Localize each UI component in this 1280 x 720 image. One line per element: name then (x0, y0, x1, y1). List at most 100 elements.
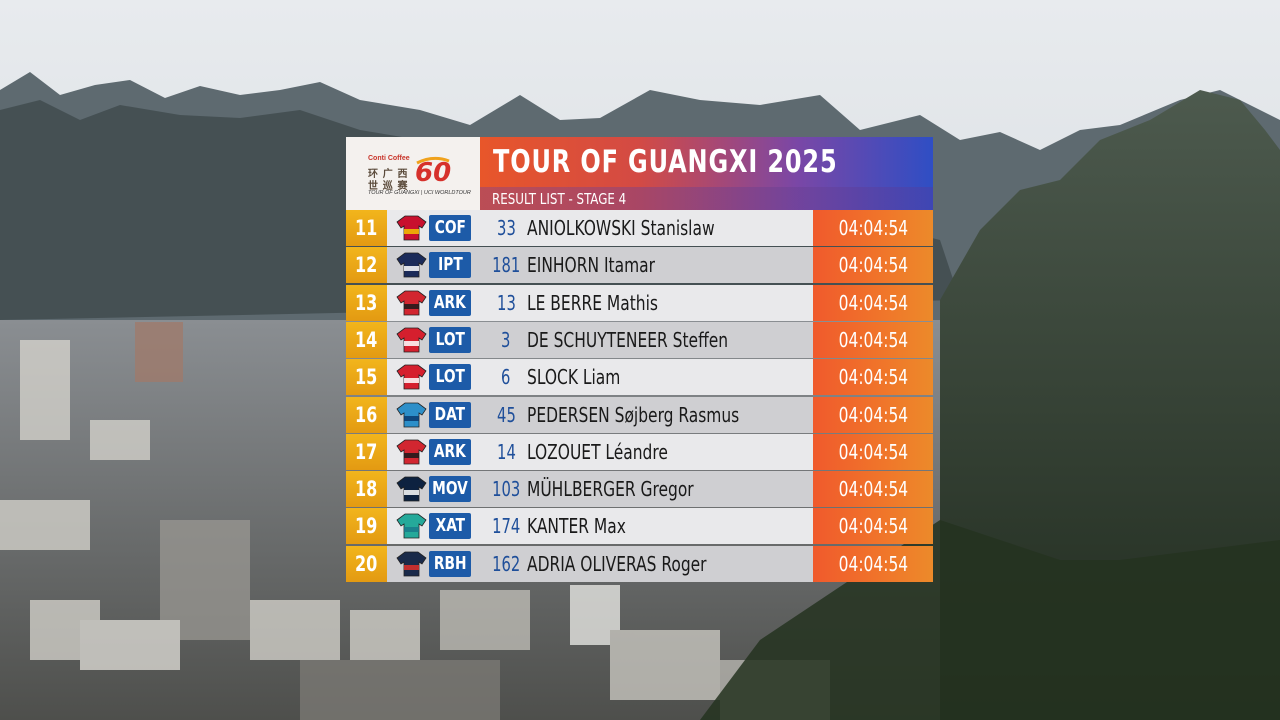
time-cell: 04:04:54 (813, 359, 933, 396)
jersey-arkea-icon (396, 290, 427, 315)
result-row: 12 IPT 181 EINHORN Itamar 04:04:54 (346, 247, 933, 284)
rank-value: 17 (355, 439, 378, 464)
time-cell: 04:04:54 (813, 247, 933, 284)
jersey-cofidis-icon (396, 215, 427, 241)
team-badge: MOV (429, 476, 471, 503)
rank-value: 14 (355, 327, 378, 352)
time-value: 04:04:54 (838, 439, 908, 464)
rider-name: EINHORN Itamar (527, 253, 655, 278)
rank-value: 13 (355, 290, 378, 315)
team-code: LOT (435, 328, 465, 350)
time-value: 04:04:54 (838, 253, 908, 278)
result-row: 17 ARK 14 LOZOUET Léandre 04:04:54 (346, 433, 933, 470)
bib-value: 13 (496, 290, 516, 315)
jersey-arkea-icon (396, 439, 427, 465)
tour-logo: Conti Coffee 环 广 西 世 巡 赛 60 TOUR OF GUAN… (346, 137, 480, 210)
jersey-lotto-icon (396, 327, 427, 353)
page-subtitle: RESULT LIST - STAGE 4 (492, 190, 627, 208)
rank-cell: 13 (346, 284, 387, 321)
bib-value: 33 (496, 216, 516, 240)
rider-name: ANIOLKOWSKI Stanislaw (527, 216, 715, 240)
sixty-anniversary-icon: 60 (415, 156, 451, 187)
bib-number: 6 (471, 359, 541, 395)
rider-name: ADRIA OLIVERAS Roger (527, 551, 707, 576)
logo-tagline: TOUR OF GUANGXI | UCI WORLDTOUR (368, 190, 471, 196)
bib-value: 174 (491, 514, 521, 539)
svg-text:60: 60 (415, 158, 451, 187)
bib-value: 3 (501, 327, 511, 352)
team-badge: ARK (429, 289, 471, 316)
header-banner: TOUR OF GUANGXI 2025 RESULT LIST - STAGE… (480, 137, 933, 210)
rank-cell: 18 (346, 471, 387, 508)
rank-cell: 19 (346, 508, 387, 545)
rank-cell: 15 (346, 359, 387, 396)
team-code: RBH (433, 552, 467, 574)
time-cell: 04:04:54 (813, 396, 933, 433)
rank-cell: 12 (346, 247, 387, 284)
result-row: 11 COF 33 ANIOLKOWSKI Stanislaw 04:04:54 (346, 210, 933, 246)
rider-cell: ARK 13 LE BERRE Mathis (387, 284, 813, 321)
time-cell: 04:04:54 (813, 433, 933, 470)
team-badge: IPT (429, 252, 471, 279)
rider-name: SLOCK Liam (527, 365, 621, 390)
logo-cn-line2: 世 巡 赛 (368, 181, 409, 192)
rank-value: 15 (355, 365, 378, 390)
time-cell: 04:04:54 (813, 471, 933, 508)
bib-number: 162 (471, 546, 541, 582)
time-value: 04:04:54 (838, 514, 908, 539)
team-code: DAT (434, 403, 466, 425)
rank-value: 11 (355, 216, 378, 240)
rank-cell: 14 (346, 321, 387, 358)
rider-name: LE BERRE Mathis (527, 290, 658, 315)
team-code: ARK (434, 291, 466, 313)
rank-value: 12 (355, 253, 378, 278)
rider-cell: IPT 181 EINHORN Itamar (387, 247, 813, 284)
bib-number: 174 (471, 508, 541, 544)
time-value: 04:04:54 (838, 290, 908, 315)
team-code: ARK (434, 440, 466, 462)
rider-name: DE SCHUYTENEER Steffen (527, 327, 729, 352)
bib-number: 103 (471, 471, 541, 507)
bib-value: 181 (491, 253, 521, 278)
team-badge: XAT (429, 513, 471, 540)
team-badge: COF (429, 215, 471, 241)
logo-cn-line1: 环 广 西 (368, 169, 409, 180)
time-value: 04:04:54 (838, 216, 908, 240)
results-panel: Conti Coffee 环 广 西 世 巡 赛 60 TOUR OF GUAN… (346, 137, 933, 583)
time-value: 04:04:54 (838, 551, 908, 576)
rank-cell: 11 (346, 210, 387, 246)
rider-cell: ARK 14 LOZOUET Léandre (387, 433, 813, 470)
bib-value: 45 (496, 402, 516, 427)
jersey-movistar-icon (396, 476, 427, 502)
team-badge: LOT (429, 326, 471, 353)
rider-name: LOZOUET Léandre (527, 439, 668, 464)
page-title: TOUR OF GUANGXI 2025 (493, 144, 838, 180)
bib-value: 14 (496, 439, 516, 464)
jersey-israel-premier-tech-icon (396, 252, 427, 278)
rank-cell: 16 (346, 396, 387, 433)
time-value: 04:04:54 (838, 402, 908, 427)
result-row: 18 MOV 103 MÜHLBERGER Gregor 04:04:54 (346, 471, 933, 508)
team-badge: RBH (429, 550, 471, 577)
bib-number: 45 (471, 397, 541, 433)
rank-value: 19 (355, 514, 378, 539)
bib-value: 6 (501, 365, 511, 390)
time-cell: 04:04:54 (813, 284, 933, 321)
time-value: 04:04:54 (838, 365, 908, 390)
rank-value: 16 (355, 402, 378, 427)
bib-number: 181 (471, 247, 541, 283)
rider-cell: DAT 45 PEDERSEN Søjberg Rasmus (387, 396, 813, 433)
rider-name: KANTER Max (527, 514, 626, 539)
bib-value: 103 (491, 477, 521, 502)
result-row: 13 ARK 13 LE BERRE Mathis 04:04:54 (346, 284, 933, 321)
logo-sponsor: Conti Coffee (368, 155, 410, 162)
time-cell: 04:04:54 (813, 545, 933, 582)
rider-cell: RBH 162 ADRIA OLIVERAS Roger (387, 545, 813, 582)
bib-number: 14 (471, 434, 541, 470)
rider-cell: COF 33 ANIOLKOWSKI Stanislaw (387, 210, 813, 246)
jersey-lotto-icon (396, 364, 427, 390)
team-code: IPT (437, 254, 463, 276)
bib-number: 3 (471, 322, 541, 358)
bib-number: 33 (471, 210, 541, 246)
team-code: XAT (435, 515, 465, 537)
